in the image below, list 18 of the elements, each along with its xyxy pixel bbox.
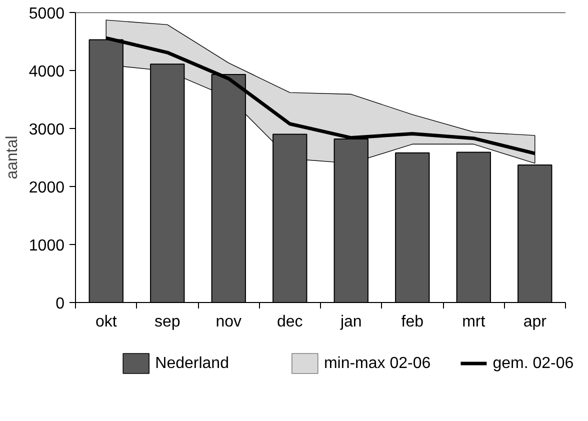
x-tick-label: feb — [401, 314, 424, 330]
y-tick-label: 5000 — [28, 6, 65, 22]
x-tick-label: sep — [154, 314, 180, 330]
x-tick-label: mrt — [462, 314, 486, 330]
y-axis-title: aantal — [4, 136, 21, 180]
y-tick-label: 0 — [56, 296, 65, 312]
x-tick-label: okt — [95, 314, 118, 330]
x-tick-label: dec — [276, 314, 303, 330]
legend-label: Nederland — [155, 355, 229, 372]
legend-label: gem. 02-06 — [492, 355, 574, 372]
legend-label: min-max 02-06 — [324, 355, 431, 372]
y-tick-label: 4000 — [28, 64, 65, 80]
x-tick-label: apr — [523, 314, 548, 330]
x-tick-label: nov — [216, 314, 242, 330]
y-tick-label: 3000 — [28, 122, 65, 138]
y-tick-label: 1000 — [28, 238, 65, 254]
y-tick-label: 2000 — [28, 180, 65, 196]
x-tick-label: jan — [339, 314, 362, 330]
